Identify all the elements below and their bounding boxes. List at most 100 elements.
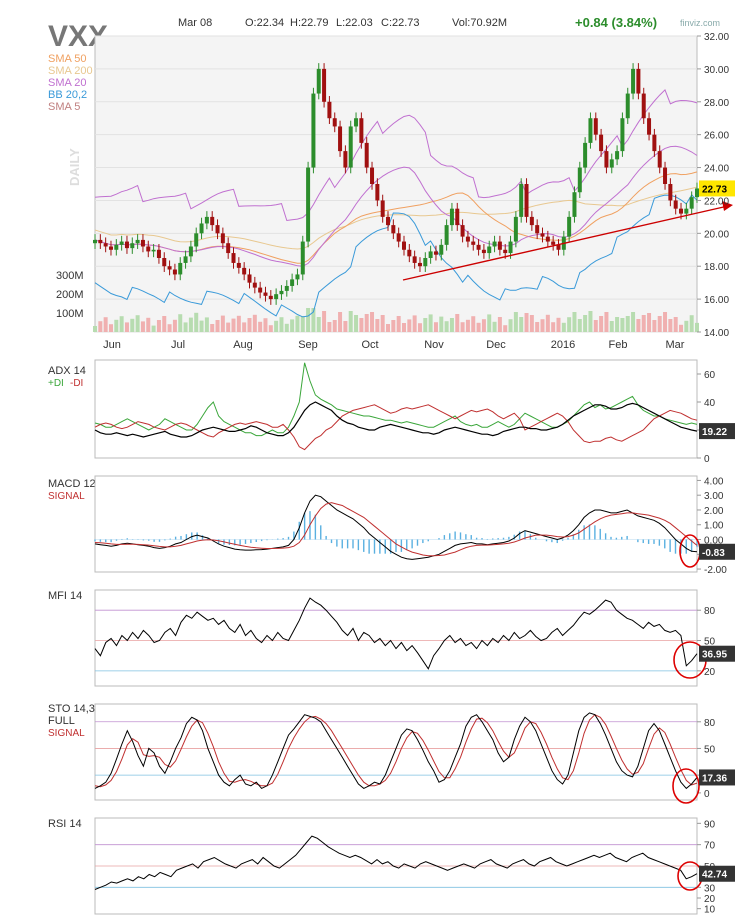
price-candle bbox=[167, 266, 172, 270]
price-candle bbox=[284, 285, 289, 291]
price-candle bbox=[290, 279, 295, 286]
volume-bar bbox=[93, 326, 97, 332]
volume-bar bbox=[375, 319, 380, 332]
volume-bar bbox=[449, 318, 454, 332]
volume-bar bbox=[322, 311, 327, 332]
price-candle bbox=[679, 208, 684, 214]
volume-bar bbox=[162, 316, 167, 332]
price-candle bbox=[508, 241, 513, 254]
price-candle bbox=[93, 239, 97, 244]
rsi-title: RSI 14 bbox=[48, 818, 82, 830]
price-candle bbox=[513, 216, 518, 242]
mfi-line bbox=[94, 597, 698, 670]
volume-bar bbox=[663, 312, 668, 332]
volume-bar bbox=[673, 317, 678, 332]
volume-bar bbox=[689, 315, 694, 332]
price-candle bbox=[172, 269, 177, 275]
close-label: C:22.73 bbox=[381, 17, 420, 29]
x-tick-label: Jul bbox=[171, 339, 185, 351]
price-candle bbox=[332, 118, 337, 127]
volume-bar bbox=[519, 317, 524, 332]
price-panel bbox=[94, 35, 698, 333]
volume-bar bbox=[620, 318, 625, 332]
volume-bar bbox=[263, 318, 268, 332]
price-candle bbox=[274, 294, 279, 300]
price-candle bbox=[519, 184, 524, 217]
price-candle bbox=[396, 233, 401, 242]
volume-bar bbox=[204, 317, 209, 332]
price-candle bbox=[130, 243, 135, 249]
price-candle bbox=[503, 249, 508, 254]
price-candle bbox=[625, 93, 630, 119]
current-value-box bbox=[699, 865, 735, 882]
current-value-box bbox=[699, 180, 735, 197]
change-label: +0.84 (3.84%) bbox=[575, 15, 657, 30]
high-label: H:22.79 bbox=[290, 17, 329, 29]
low-label: L:22.03 bbox=[336, 17, 373, 29]
price-candle bbox=[236, 262, 241, 268]
price-candle bbox=[279, 290, 284, 295]
volume-bar bbox=[577, 319, 582, 332]
price-candle bbox=[210, 216, 215, 226]
y-tick-label: 22.00 bbox=[704, 196, 729, 207]
volume-bar bbox=[146, 317, 151, 332]
price-candle bbox=[695, 188, 699, 198]
volume-bar bbox=[380, 315, 385, 332]
x-tick-label: Mar bbox=[666, 339, 685, 351]
price-candle bbox=[545, 236, 550, 242]
legend-sma200: SMA 200 bbox=[48, 65, 93, 77]
price-candle bbox=[364, 142, 369, 168]
price-candle bbox=[215, 225, 220, 234]
price-candle bbox=[231, 253, 236, 263]
price-candle bbox=[156, 249, 161, 258]
volume-bar bbox=[210, 324, 215, 332]
macd-line bbox=[94, 494, 698, 560]
trendline-arrow bbox=[722, 201, 733, 211]
price-candle bbox=[449, 208, 454, 226]
legend-sma20: SMA 20 bbox=[48, 77, 87, 89]
volume-bar bbox=[433, 322, 438, 332]
price-candle bbox=[359, 118, 364, 143]
price-candle bbox=[572, 192, 577, 217]
volume-bar bbox=[695, 322, 699, 332]
y-tick-label: 26.00 bbox=[704, 131, 729, 142]
volume-bar bbox=[556, 317, 561, 332]
volume-bar bbox=[615, 317, 620, 332]
volume-bar bbox=[593, 320, 598, 332]
volume-bar bbox=[391, 320, 396, 332]
price-candle bbox=[380, 200, 385, 217]
chart-plots: 14.00 16.00 18.00 20.00 22.00 24.00 26.00 28.00… bbox=[93, 32, 735, 916]
volume-bar bbox=[130, 318, 135, 332]
volume-bar bbox=[599, 316, 604, 332]
period-label: DAILY bbox=[67, 148, 82, 186]
volume-bar bbox=[183, 322, 188, 332]
price-candle bbox=[401, 241, 406, 250]
volume-bar bbox=[679, 324, 684, 332]
volume-bar bbox=[199, 320, 204, 332]
current-value-label: 22.73 bbox=[702, 184, 727, 195]
price-candle bbox=[433, 251, 438, 255]
price-candle bbox=[375, 184, 380, 201]
price-candle bbox=[668, 184, 673, 201]
macd-signal-line bbox=[94, 502, 698, 557]
sma20-line bbox=[94, 145, 698, 267]
price-candle bbox=[535, 225, 540, 234]
volume-bar bbox=[300, 316, 305, 332]
adx-plus-di: +DI bbox=[48, 378, 64, 389]
y-tick-label: 24.00 bbox=[704, 164, 729, 175]
price-candle bbox=[194, 233, 199, 247]
volume-bar bbox=[657, 316, 662, 332]
volume-bar bbox=[668, 319, 673, 332]
volume-label: Vol:70.92M bbox=[452, 17, 507, 29]
volume-bar bbox=[386, 324, 391, 332]
y-tick-label: 90 bbox=[704, 819, 716, 830]
bb-lower-line bbox=[94, 193, 698, 318]
volume-tick: 300M bbox=[56, 270, 84, 282]
volume-bar bbox=[487, 314, 492, 332]
price-candle bbox=[497, 241, 502, 250]
brand-logo[interactable]: finviz.com bbox=[680, 18, 720, 28]
y-tick-label: 20 bbox=[704, 667, 716, 678]
volume-bar bbox=[609, 321, 614, 332]
price-candle bbox=[188, 246, 193, 257]
x-tick-label: Dec bbox=[486, 339, 506, 351]
